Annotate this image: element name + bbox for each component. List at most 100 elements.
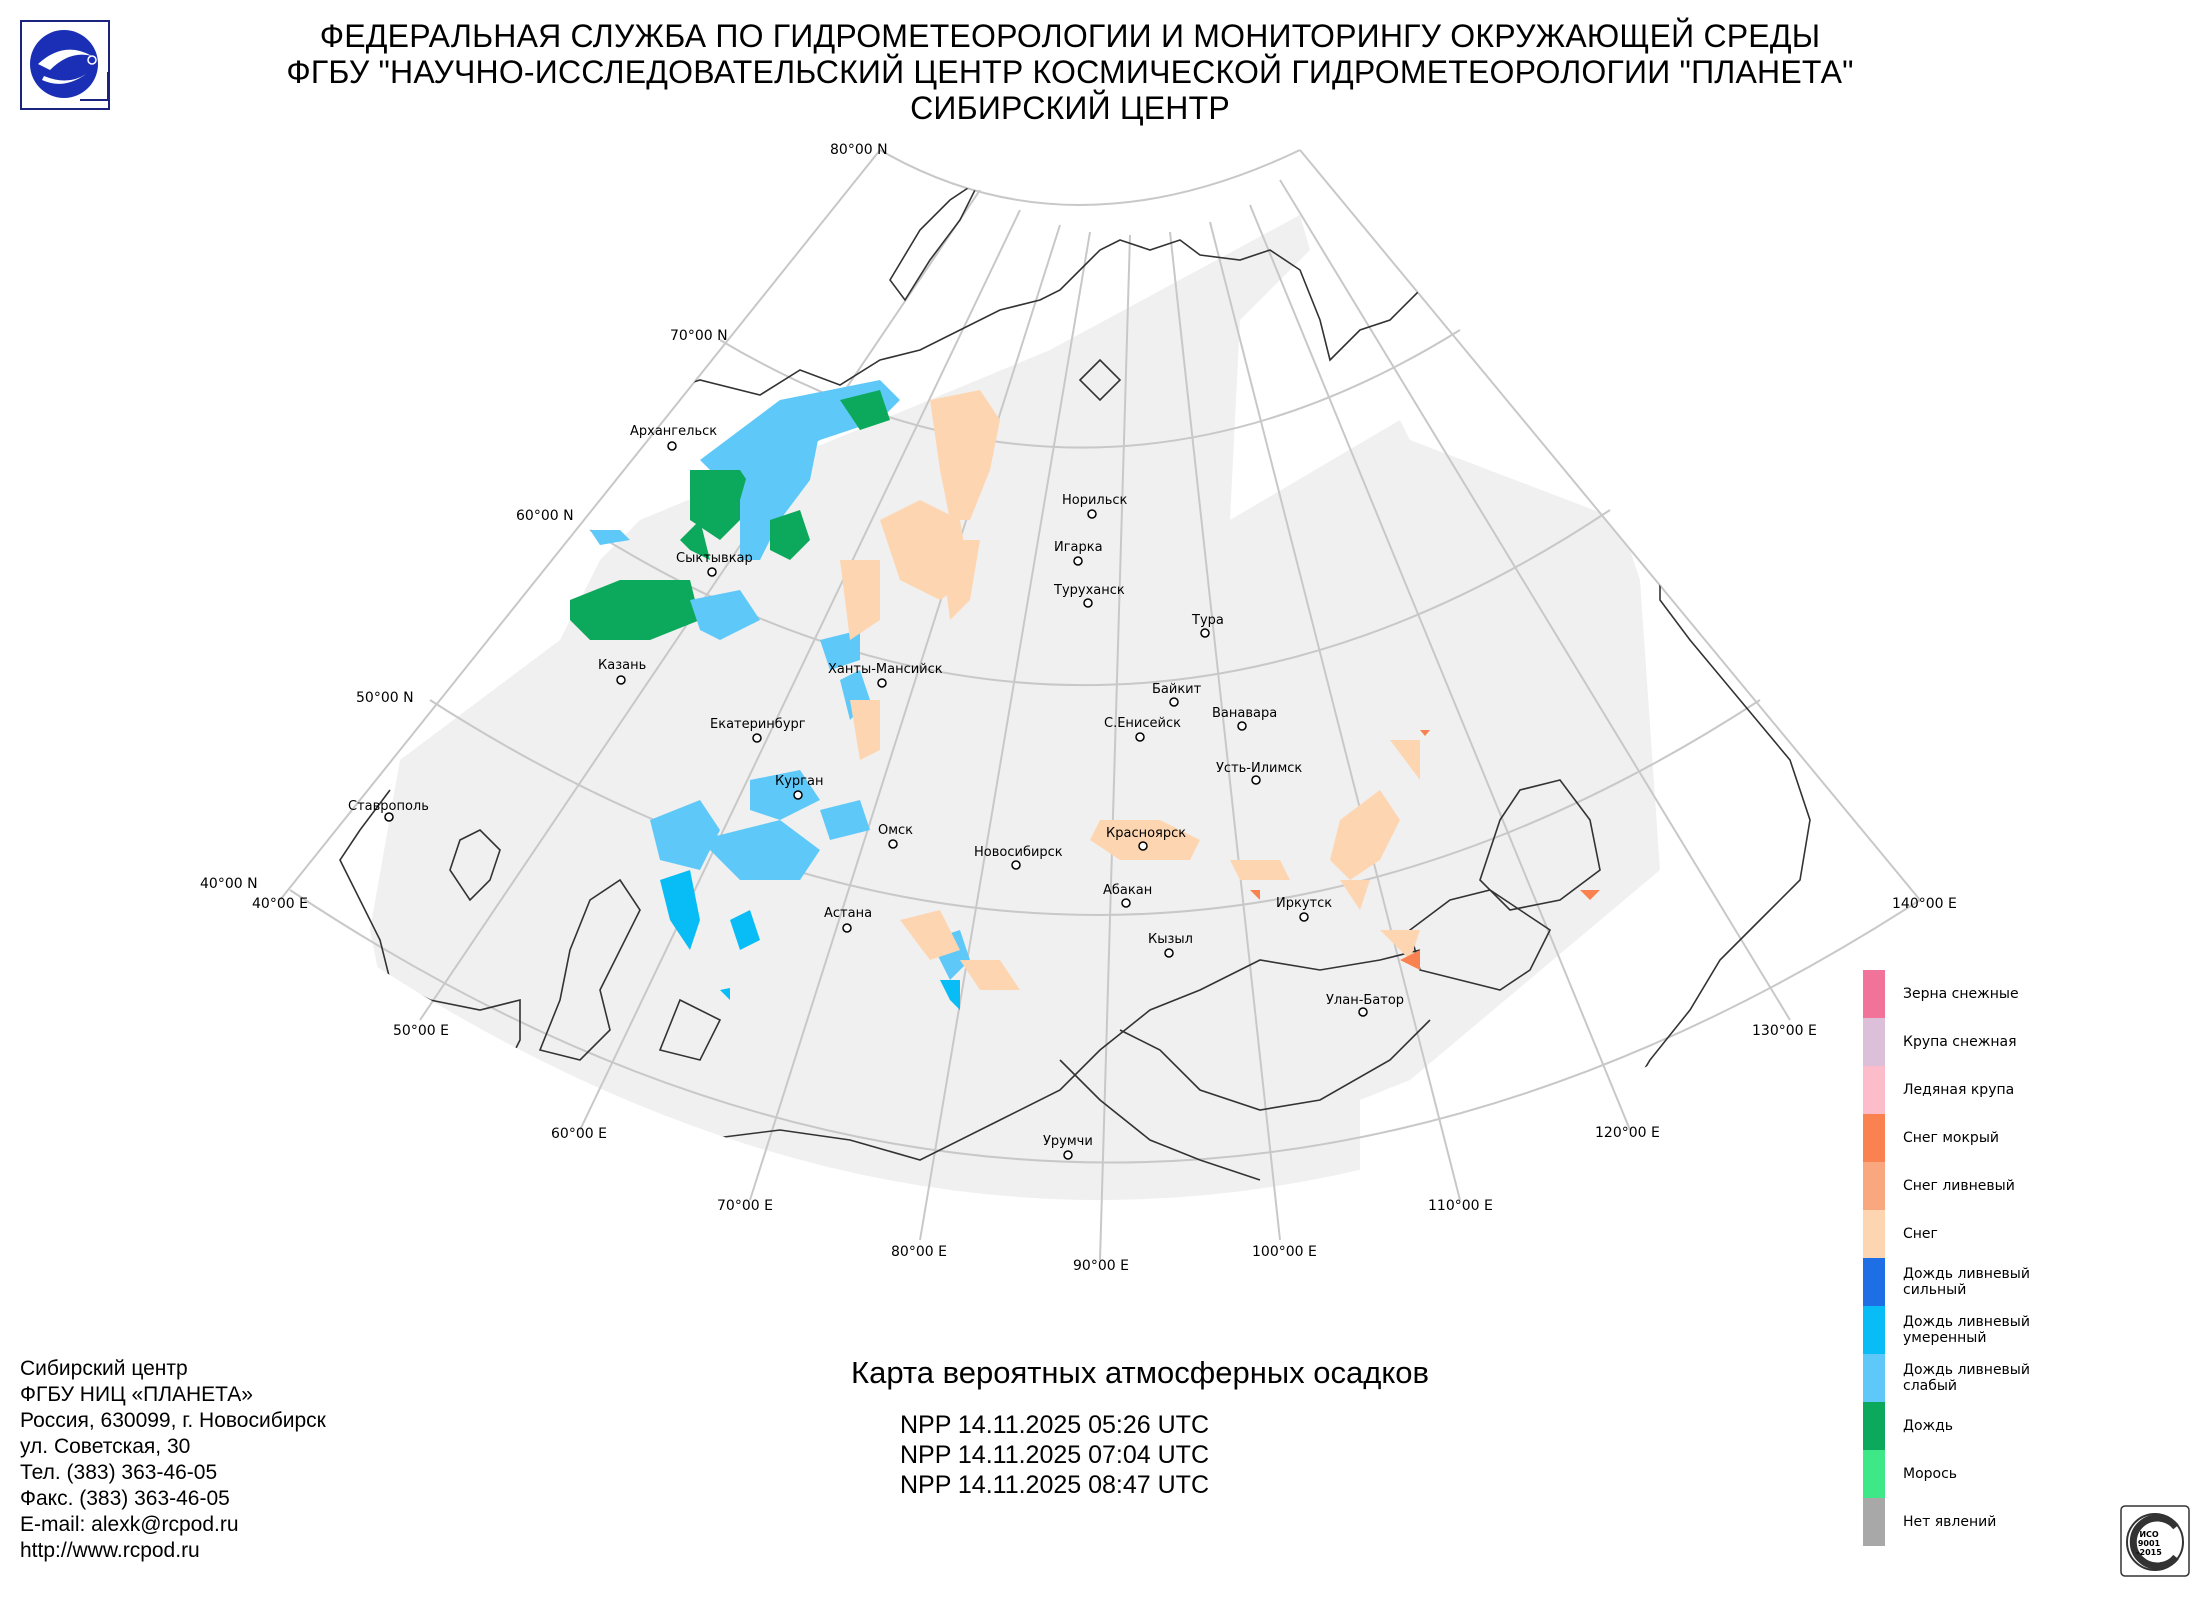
svg-text:С.Енисейск: С.Енисейск [1104,716,1181,731]
lon-label: 70°00 E [717,1198,773,1214]
contact-info: Сибирский центр ФГБУ НИЦ «ПЛАНЕТА» Росси… [20,1356,326,1564]
city-irkutsk: Иркутск [1276,896,1332,922]
contact-line: Сибирский центр [20,1357,188,1380]
svg-text:Иркутск: Иркутск [1276,896,1332,911]
legend-item: Снег ливневый [1863,1162,2163,1210]
svg-text:Байкит: Байкит [1152,682,1202,697]
city-omsk: Омск [878,823,913,849]
contact-line: http://www.rcpod.ru [20,1539,200,1562]
legend-label: Снег ливневый [1903,1178,2015,1194]
lon-label: 50°00 E [393,1023,449,1039]
legend-label: Ледяная крупа [1903,1082,2015,1098]
city-kyzyl: Кызыл [1148,932,1193,958]
svg-text:Норильск: Норильск [1062,493,1128,508]
city-novosibirsk: Новосибирск [974,845,1063,870]
legend-label: Дождь ливневый сильный [1903,1266,2030,1298]
legend-label: Крупа снежная [1903,1034,2017,1050]
legend-swatch [1863,970,1885,1018]
city-tura: Тура [1191,613,1224,638]
svg-text:Омск: Омск [878,823,913,838]
svg-text:Тура: Тура [1191,613,1224,628]
header-line-1: ФЕДЕРАЛЬНАЯ СЛУЖБА ПО ГИДРОМЕТЕОРОЛОГИИ … [319,18,1821,54]
grid-labels: 80°00 N 70°00 N 60°00 N 50°00 N 40°00 N … [200,142,1957,1274]
legend-swatch [1863,1018,1885,1066]
city-ulaanbaatar: Улан-Батор [1326,993,1404,1017]
lon-label: 140°00 E [1892,896,1957,912]
lat-label: 70°00 N [670,328,728,344]
svg-text:Абакан: Абакан [1103,883,1152,898]
lat-label: 50°00 N [356,690,414,706]
legend-item: Снег мокрый [1863,1114,2163,1162]
legend-item: Зерна снежные [1863,970,2163,1018]
city-kurgan: Курган [775,774,823,800]
header-line-3: СИБИРСКИЙ ЦЕНТР [910,90,1230,126]
svg-text:Кызыл: Кызыл [1148,932,1193,947]
legend-item: Крупа снежная [1863,1018,2163,1066]
city-vanavara: Ванавара [1212,706,1277,731]
pass-line: NPP 14.11.2025 05:26 UTC [900,1411,1209,1439]
legend-item: Морось [1863,1450,2163,1498]
legend-label: Снег [1903,1226,1938,1242]
legend-item: Дождь ливневый сильный [1863,1258,2163,1306]
lon-label: 80°00 E [891,1244,947,1260]
legend-swatch [1863,1114,1885,1162]
svg-text:Красноярск: Красноярск [1106,826,1186,841]
legend-label: Дождь [1903,1418,1954,1434]
lon-label: 110°00 E [1428,1198,1493,1214]
svg-text:Ханты-Мансийск: Ханты-Мансийск [828,662,943,677]
svg-text:Новосибирск: Новосибирск [974,845,1063,860]
legend-swatch [1863,1066,1885,1114]
legend-swatch [1863,1450,1885,1498]
svg-text:Ставрополь: Ставрополь [348,799,429,814]
contact-line: Россия, 630099, г. Новосибирск [20,1409,326,1432]
lat-label: 40°00 N [200,876,258,892]
legend-item: Дождь ливневый умеренный [1863,1306,2163,1354]
city-turukhansk: Туруханск [1053,583,1125,608]
map-title: Карта вероятных атмосферных осадков [851,1355,1429,1390]
lon-label: 100°00 E [1252,1244,1317,1260]
legend-swatch [1863,1210,1885,1258]
legend-label: Дождь ливневый умеренный [1903,1314,2030,1346]
city-arkhangelsk: Архангельск [630,424,717,451]
legend-item: Дождь ливневый слабый [1863,1354,2163,1402]
svg-text:Улан-Батор: Улан-Батор [1326,993,1404,1008]
lon-label: 130°00 E [1752,1023,1817,1039]
legend-swatch [1863,1402,1885,1450]
svg-text:9001: 9001 [2138,1539,2161,1548]
svg-text:Усть-Илимск: Усть-Илимск [1216,761,1302,776]
contact-line: Факс. (383) 363-46-05 [20,1487,230,1510]
city-stavropol: Ставрополь [348,799,429,822]
precipitation-patches [570,380,1600,1010]
svg-text:Туруханск: Туруханск [1053,583,1125,598]
city-abakan: Абакан [1103,883,1152,908]
svg-text:Ванавара: Ванавара [1212,706,1277,721]
header-line-2: ФГБУ "НАУЧНО-ИССЛЕДОВАТЕЛЬСКИЙ ЦЕНТР КОС… [286,54,1854,90]
lat-label: 80°00 N [830,142,888,158]
iso-certification-badge: ИСО 9001 -2015 [2120,1505,2190,1577]
city-s-yeniseysk: С.Енисейск [1104,716,1181,742]
city-igarka: Игарка [1054,540,1103,566]
contact-line: E-mail: alexk@rcpod.ru [20,1513,239,1536]
svg-text:Сыктывкар: Сыктывкар [676,551,753,566]
city-syktyvkar: Сыктывкар [676,551,753,577]
city-kazan: Казань [598,658,646,685]
legend-label: Зерна снежные [1903,986,2019,1002]
city-astana: Астана [824,906,872,933]
lat-label: 60°00 N [516,508,574,524]
legend: Зерна снежные Крупа снежная Ледяная круп… [1863,970,2163,1546]
coverage-swath [370,215,1660,1200]
lon-label: 120°00 E [1595,1125,1660,1141]
city-ust-ilimsk: Усть-Илимск [1216,761,1302,785]
legend-item: Дождь [1863,1402,2163,1450]
city-yekaterinburg: Екатеринбург [710,717,806,743]
svg-text:Екатеринбург: Екатеринбург [710,717,806,732]
svg-text:-2015: -2015 [2136,1548,2162,1557]
contact-line: Тел. (383) 363-46-05 [20,1461,218,1484]
svg-text:Урумчи: Урумчи [1043,1134,1093,1149]
lon-label: 60°00 E [551,1126,607,1142]
planeta-logo [20,20,110,110]
pass-line: NPP 14.11.2025 08:47 UTC [900,1471,1209,1499]
svg-text:Архангельск: Архангельск [630,424,717,439]
header: ФЕДЕРАЛЬНАЯ СЛУЖБА ПО ГИДРОМЕТЕОРОЛОГИИ … [250,18,1890,126]
